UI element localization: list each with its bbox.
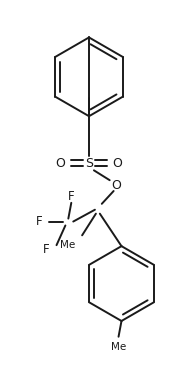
Text: O: O [113, 157, 122, 170]
Text: F: F [68, 190, 75, 204]
Text: F: F [43, 243, 50, 256]
Text: O: O [55, 157, 65, 170]
Text: F: F [35, 215, 42, 228]
Text: Me: Me [60, 240, 75, 250]
Text: S: S [85, 157, 93, 170]
Text: Me: Me [111, 341, 126, 352]
Text: O: O [112, 179, 122, 192]
